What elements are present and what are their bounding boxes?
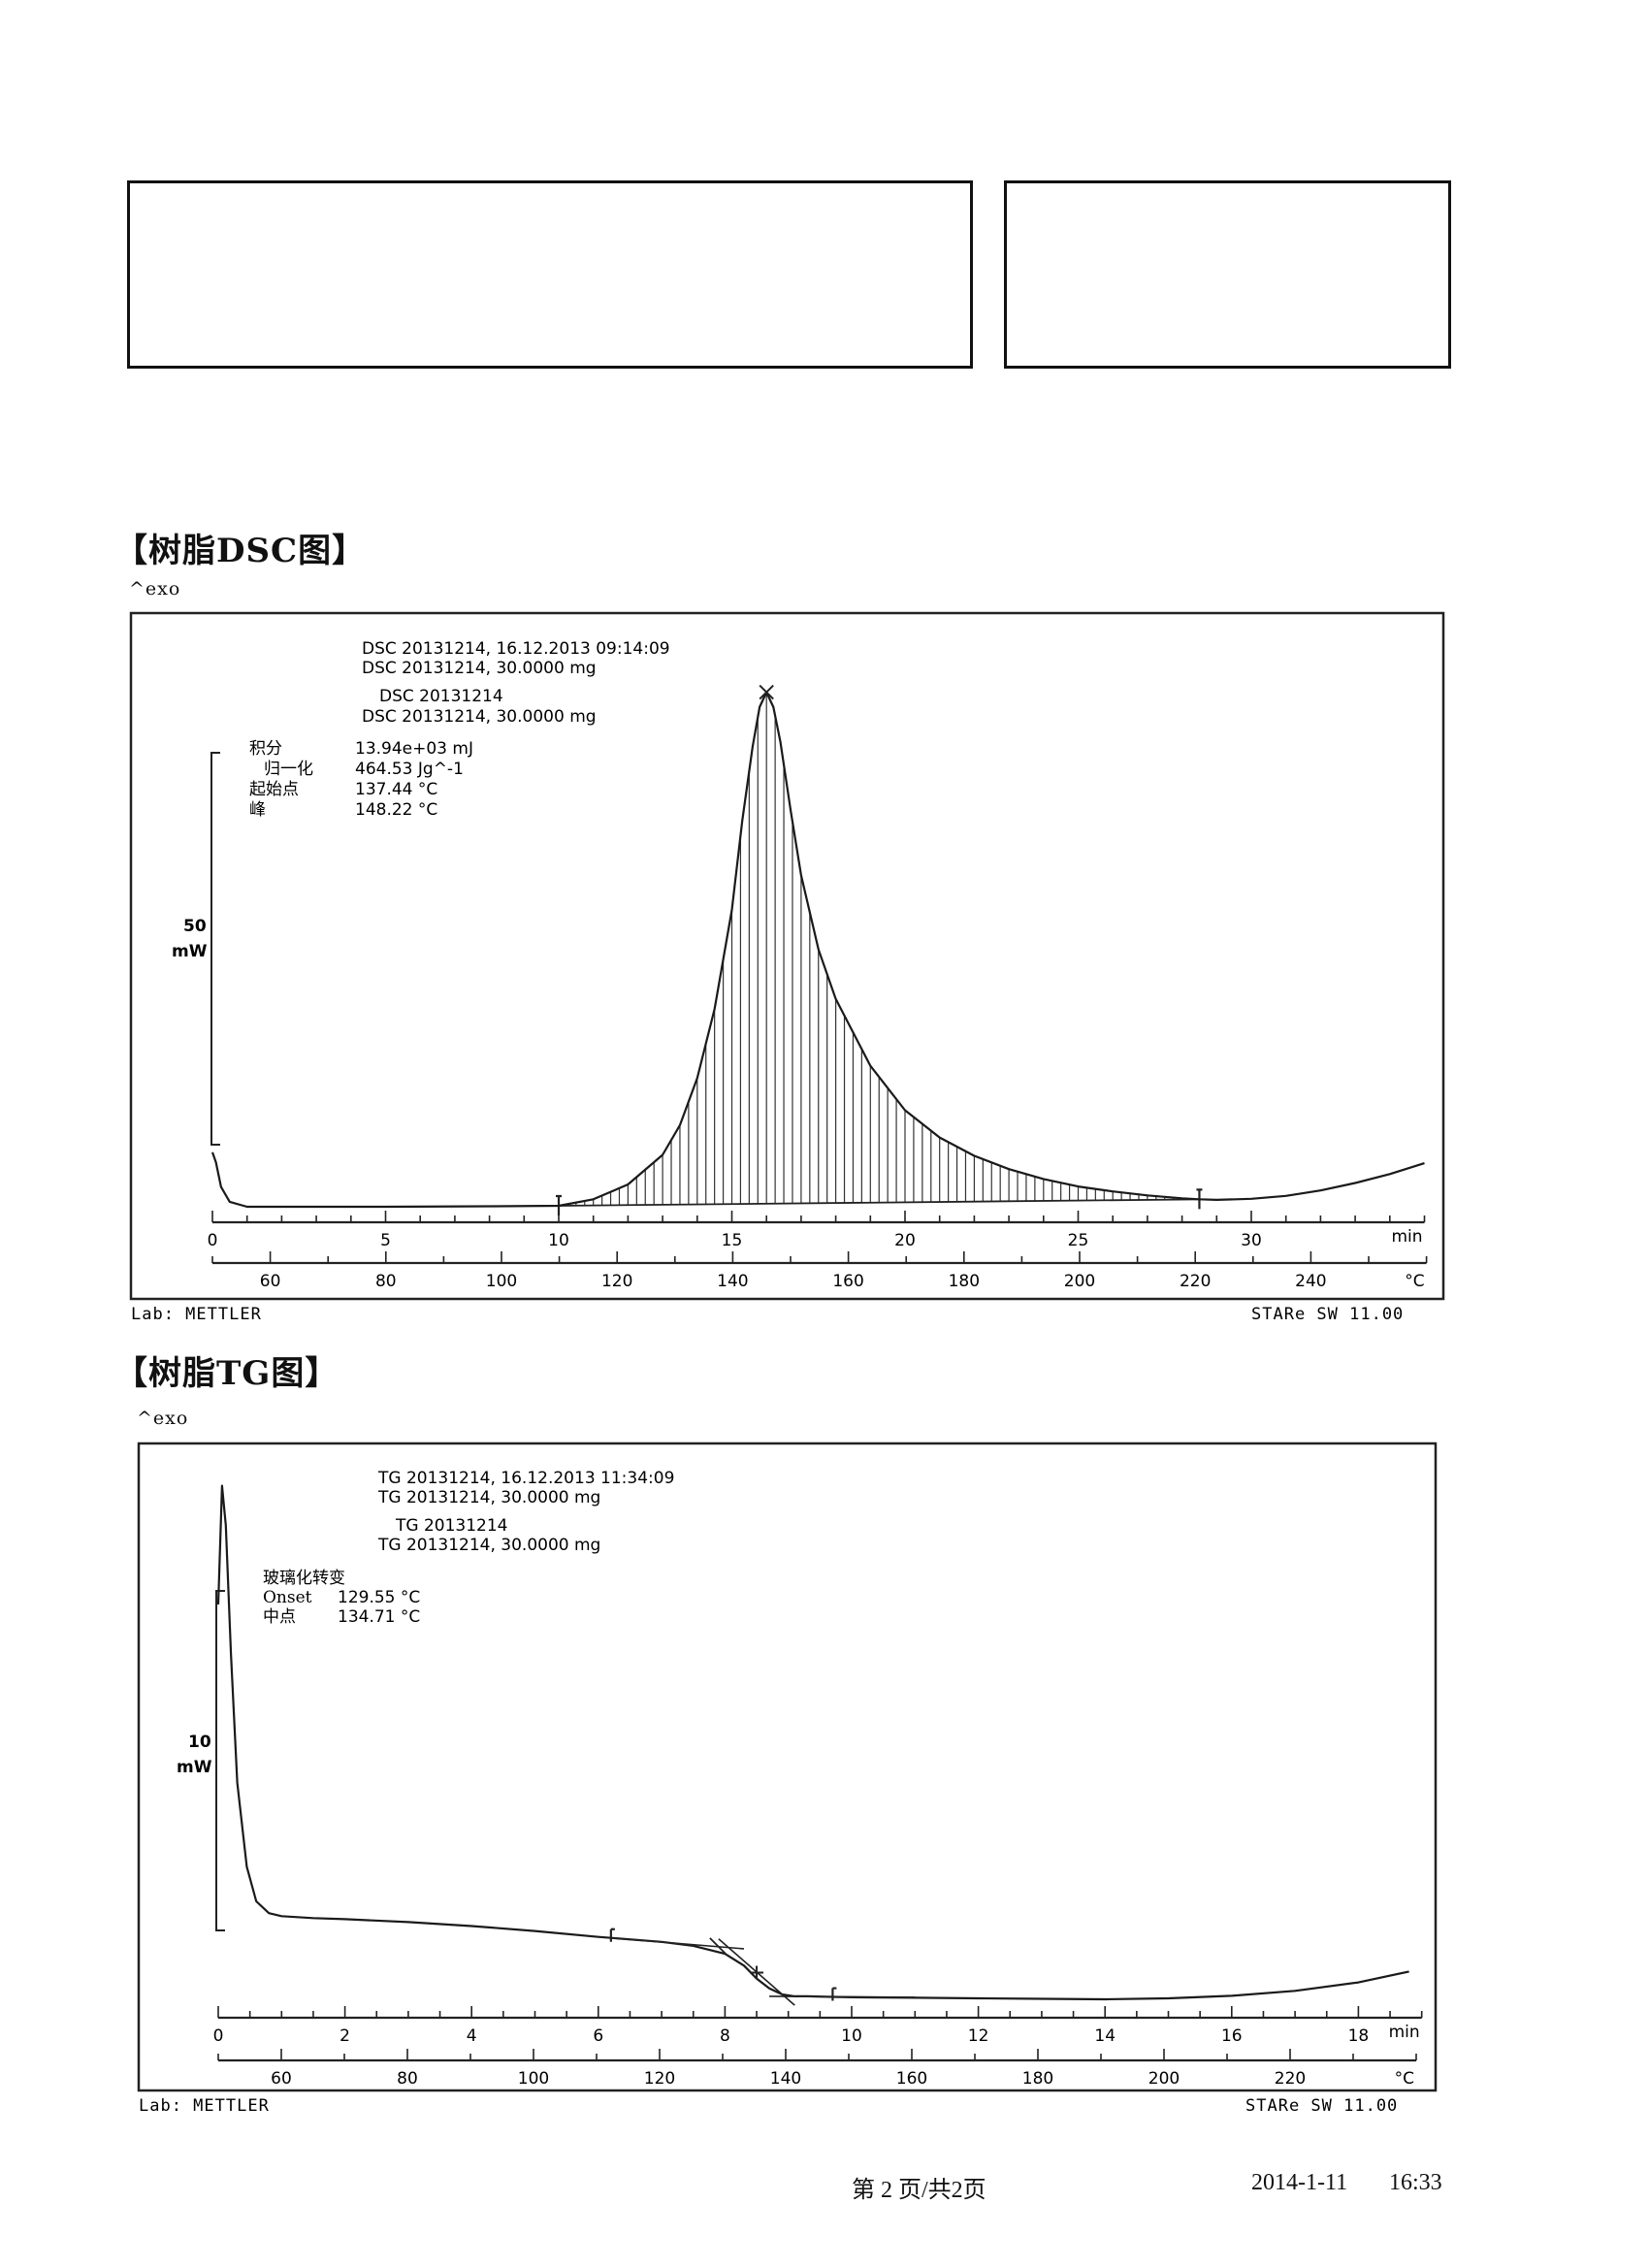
- tg-time-tick-label: 16: [1221, 2026, 1243, 2046]
- dsc-annotation-label: 起始点: [249, 780, 299, 799]
- tg-header-line: TG 20131214, 16.12.2013 11:34:09: [377, 1469, 674, 1488]
- tg-annotation-label: 玻璃化转变: [263, 1569, 345, 1588]
- dsc-header-line: DSC 20131214, 30.0000 mg: [362, 659, 597, 678]
- tg-time-tick-label: 12: [968, 2026, 989, 2046]
- tg-tangent-line: [769, 1995, 916, 1998]
- footer-page-number: 第 2 页/共2页: [852, 2178, 986, 2203]
- tg-time-tick-label: 10: [841, 2026, 862, 2046]
- dsc-temp-tick-label: 180: [949, 1272, 980, 1291]
- tg-range-marker: [609, 1928, 615, 1942]
- header-box-right: [1004, 180, 1451, 369]
- dsc-annotation-label: 峰: [249, 800, 266, 820]
- dsc-temp-tick-label: 100: [486, 1272, 517, 1291]
- dsc-time-tick-label: 25: [1068, 1231, 1089, 1250]
- tg-time-tick-label: 4: [467, 2026, 477, 2046]
- tg-annotation-value: 134.71 °C: [338, 1607, 420, 1627]
- dsc-lab-label: Lab: METTLER: [131, 1305, 262, 1324]
- dsc-header-line: DSC 20131214, 30.0000 mg: [362, 707, 597, 727]
- tg-header-line: TG 20131214, 30.0000 mg: [377, 1536, 600, 1555]
- dsc-annotation-label: 归一化: [264, 760, 313, 779]
- dsc-peak-marker: [759, 684, 774, 700]
- header-box-left: [127, 180, 973, 369]
- tg-time-tick-label: 0: [213, 2026, 224, 2046]
- dsc-time-tick-label: 20: [894, 1231, 916, 1250]
- dsc-software-label: STARe SW 11.00: [1251, 1305, 1404, 1324]
- dsc-exo-label: ^exo: [129, 578, 181, 599]
- dsc-scale-bar: [210, 752, 220, 1146]
- dsc-time-tick-label: 5: [380, 1231, 391, 1250]
- tg-temp-tick-label: 180: [1022, 2069, 1053, 2089]
- footer-time: 16:33: [1389, 2170, 1442, 2195]
- dsc-time-tick-label: 0: [208, 1231, 218, 1250]
- tg-temp-tick-label: 80: [397, 2069, 418, 2089]
- tg-annotation-value: 129.55 °C: [338, 1588, 420, 1607]
- dsc-temp-tick-label: 220: [1180, 1272, 1211, 1291]
- dsc-plot-frame: [129, 611, 1445, 1301]
- tg-lab-label: Lab: METTLER: [139, 2096, 270, 2116]
- dsc-annotation-label: 积分: [249, 739, 282, 759]
- tg-section-title: 【树脂TG图】: [114, 1354, 340, 1393]
- tg-plot-frame: [137, 1442, 1438, 2092]
- tg-header-line: TG 20131214: [395, 1516, 508, 1536]
- tg-software-label: STARe SW 11.00: [1245, 2096, 1398, 2116]
- dsc-header-line: DSC 20131214, 16.12.2013 09:14:09: [362, 639, 670, 659]
- tg-temp-tick-label: 200: [1148, 2069, 1180, 2089]
- dsc-temp-tick-label: 140: [717, 1272, 748, 1291]
- tg-time-tick-label: 14: [1094, 2026, 1116, 2046]
- tg-scale-value: 10: [188, 1733, 211, 1752]
- dsc-temp-tick-label: 80: [375, 1272, 397, 1291]
- tg-annotation-label: 中点: [263, 1607, 296, 1627]
- dsc-integration-baseline: [558, 1198, 1200, 1207]
- tg-temp-tick-label: 60: [271, 2069, 292, 2089]
- dsc-temp-tick-label: 160: [832, 1272, 863, 1291]
- tg-temp-tick-label: 100: [518, 2069, 549, 2089]
- dsc-temp-tick-label: 240: [1295, 1272, 1326, 1291]
- dsc-time-tick-label: 30: [1241, 1231, 1262, 1250]
- dsc-curve: [210, 691, 1425, 1209]
- tg-scale-bar: [215, 1590, 225, 1931]
- dsc-time-tick-label: 15: [722, 1231, 743, 1250]
- tg-curve: [216, 1484, 1409, 2001]
- tg-temp-tick-label: 160: [896, 2069, 927, 2089]
- tg-time-tick-label: 2: [340, 2026, 350, 2046]
- tg-header-line: TG 20131214, 30.0000 mg: [377, 1488, 600, 1507]
- dsc-temp-tick-label: 120: [601, 1272, 632, 1291]
- tg-time-tick-label: 18: [1348, 2026, 1370, 2046]
- dsc-annotation-value: 137.44 °C: [355, 780, 437, 799]
- tg-time-axis-unit: min: [1389, 2023, 1420, 2042]
- dsc-section-title: 【树脂DSC图】: [114, 532, 367, 570]
- dsc-annotation-value: 13.94e+03 mJ: [355, 739, 473, 759]
- dsc-annotation-value: 148.22 °C: [355, 800, 437, 820]
- tg-exo-label: ^exo: [137, 1408, 189, 1429]
- tg-range-marker: [831, 1987, 837, 2001]
- dsc-scale-value: 50: [183, 917, 207, 936]
- dsc-temp-axis-unit: °C: [1405, 1272, 1424, 1291]
- dsc-time-axis-unit: min: [1391, 1227, 1422, 1247]
- tg-tangent-line: [610, 1936, 745, 1950]
- tg-temp-tick-label: 120: [644, 2069, 675, 2089]
- tg-time-tick-label: 8: [720, 2026, 730, 2046]
- dsc-temp-tick-label: 200: [1064, 1272, 1095, 1291]
- dsc-annotation-value: 464.53 Jg^-1: [355, 760, 464, 779]
- tg-scale-unit: mW: [177, 1758, 212, 1777]
- tg-temp-tick-label: 140: [770, 2069, 801, 2089]
- tg-midpoint-marker: [750, 1965, 764, 1980]
- tg-time-tick-label: 6: [593, 2026, 603, 2046]
- tg-annotation-label: Onset: [263, 1588, 312, 1607]
- tg-onset-marker: [709, 1937, 728, 1957]
- dsc-temp-tick-label: 60: [260, 1272, 281, 1291]
- dsc-scale-unit: mW: [172, 942, 208, 961]
- tg-temp-tick-label: 220: [1275, 2069, 1306, 2089]
- footer-date: 2014-1-11: [1251, 2170, 1348, 2195]
- tg-temp-axis-unit: °C: [1395, 2069, 1414, 2089]
- dsc-header-line: DSC 20131214: [379, 687, 503, 706]
- dsc-time-tick-label: 10: [548, 1231, 569, 1250]
